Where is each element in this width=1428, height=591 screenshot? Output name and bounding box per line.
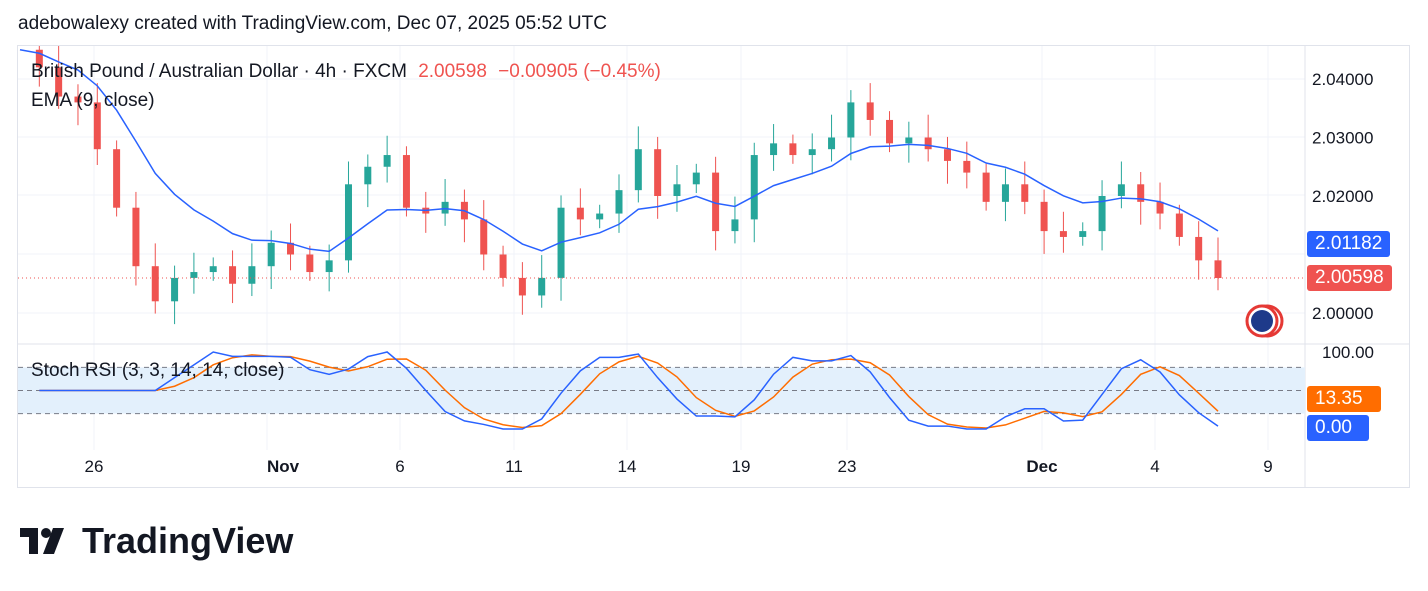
price-tick: 2.04000: [1312, 70, 1373, 89]
candle-body: [596, 213, 604, 220]
candle-body: [1040, 201, 1048, 232]
ema-legend[interactable]: EMA (9, close): [31, 90, 155, 111]
stoch-d-line: [39, 354, 1219, 429]
time-tick: 26: [85, 457, 104, 476]
candle-body: [55, 67, 63, 97]
candle-body: [35, 49, 43, 68]
stoch-legend[interactable]: Stoch RSI (3, 3, 14, 14, close): [31, 360, 285, 381]
candle-body: [287, 242, 295, 255]
candle-body: [151, 266, 159, 302]
candle-body: [306, 254, 314, 273]
time-tick: Dec: [1026, 457, 1057, 476]
candle-body: [1175, 213, 1183, 237]
candle-body: [93, 102, 101, 150]
chart-frame[interactable]: [17, 45, 1410, 488]
symbol-legend: British Pound / Australian Dollar · 4h ·…: [31, 61, 661, 83]
candle-body: [1137, 184, 1145, 202]
time-tick: 4: [1150, 457, 1159, 476]
candle-body: [518, 277, 526, 296]
legend-price: 2.00598: [418, 61, 487, 82]
candle-body: [1001, 184, 1009, 202]
candle-body: [267, 242, 275, 267]
candle-body: [113, 149, 121, 208]
last-price-tag: 2.00598: [1307, 265, 1392, 291]
candle-body: [1021, 184, 1029, 202]
candle-body: [847, 102, 855, 138]
time-tick: 11: [505, 457, 523, 476]
candle-body: [1156, 201, 1164, 214]
candle-body: [209, 266, 217, 273]
candle-body: [770, 143, 778, 156]
tradingview-logo-icon: [20, 528, 64, 554]
candle-body: [499, 254, 507, 278]
candle-body: [1098, 196, 1106, 232]
price-tick: 2.00000: [1312, 304, 1373, 323]
candle-body: [712, 172, 720, 232]
candle-body: [248, 266, 256, 284]
candle-body: [538, 277, 546, 296]
candle-body: [325, 260, 333, 273]
candle-body: [171, 277, 179, 302]
candles: [19, 46, 1222, 325]
price-tick: 2.03000: [1312, 129, 1373, 148]
attribution: adebowalexy created with TradingView.com…: [18, 13, 607, 34]
candle-body: [886, 119, 894, 144]
candle-body: [1214, 260, 1222, 279]
time-tick: Nov: [267, 457, 300, 476]
candle-body: [402, 155, 410, 208]
candle-body: [1117, 184, 1125, 196]
candle-body: [132, 207, 140, 267]
time-tick: 19: [732, 457, 751, 476]
time-tick: 9: [1263, 457, 1272, 476]
candle-body: [441, 201, 449, 214]
candle-body: [74, 96, 82, 103]
candle-body: [344, 184, 352, 261]
candle-body: [866, 102, 874, 120]
stoch-d-tag: 13.35: [1307, 386, 1381, 412]
time-tick: 23: [838, 457, 857, 476]
candle-body: [1079, 231, 1087, 237]
candle-body: [828, 137, 836, 150]
candle-body: [190, 272, 198, 278]
candle-body: [982, 172, 990, 202]
candle-body: [731, 219, 739, 232]
candle-body: [673, 184, 681, 196]
candle-body: [789, 143, 797, 156]
time-tick: 14: [618, 457, 637, 476]
legend-change: −0.00905 (−0.45%): [498, 61, 661, 82]
stoch-k-tag: 0.00: [1307, 415, 1369, 441]
candle-body: [808, 149, 816, 156]
symbol-title: British Pound / Australian Dollar · 4h ·…: [31, 61, 407, 82]
price-tick: 2.02000: [1312, 187, 1373, 206]
candle-body: [364, 166, 372, 185]
time-tick: 6: [395, 457, 404, 476]
candle-body: [634, 149, 642, 191]
brand-name: TradingView: [82, 520, 294, 561]
candle-body: [1195, 236, 1203, 261]
candle-body: [692, 172, 700, 185]
candle-body: [480, 219, 488, 255]
aud-flag-icon: [1251, 310, 1273, 332]
candle-body: [750, 155, 758, 220]
stoch-tick: 100.00: [1322, 343, 1374, 362]
candle-body: [615, 190, 623, 214]
ema-line: [19, 49, 1219, 253]
candle-body: [924, 137, 932, 150]
candle-body: [383, 155, 391, 167]
tradingview-logo[interactable]: TradingView: [20, 520, 293, 562]
candle-body: [1059, 231, 1067, 237]
candle-body: [576, 207, 584, 220]
candle-body: [654, 149, 662, 196]
stoch-k-line: [39, 351, 1219, 430]
candle-body: [963, 160, 971, 173]
candle-body: [943, 149, 951, 161]
candle-body: [905, 137, 913, 144]
candle-body: [229, 266, 237, 284]
ema-price-tag: 2.01182: [1307, 231, 1391, 257]
